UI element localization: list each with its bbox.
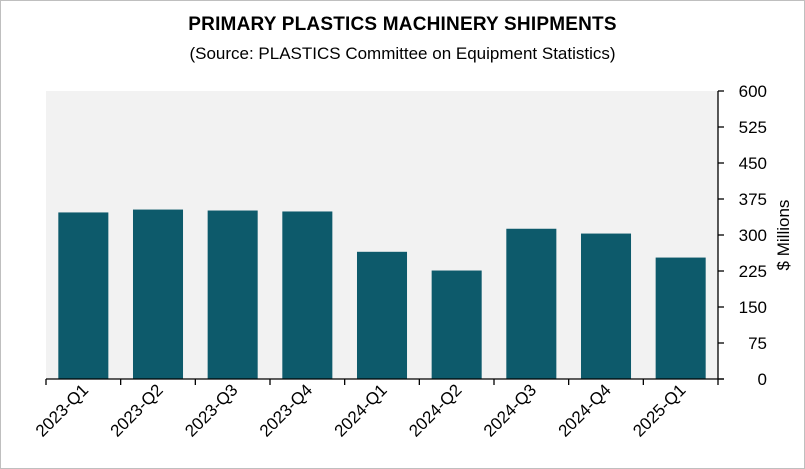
x-tick-label-2024-Q2: 2024-Q2 — [405, 380, 465, 440]
chart-subtitle: (Source: PLASTICS Committee on Equipment… — [189, 44, 616, 63]
x-tick-label-2024-Q3: 2024-Q3 — [480, 380, 540, 440]
y-tick-label-75: 75 — [748, 334, 767, 353]
chart-title: PRIMARY PLASTICS MACHINERY SHIPMENTS — [188, 14, 617, 35]
bar-2023-Q1 — [58, 212, 109, 379]
bar-series — [58, 209, 706, 379]
x-tick-label-2023-Q2: 2023-Q2 — [107, 380, 167, 440]
x-tick-labels: 2023-Q1 2023-Q2 2023-Q3 2023-Q4 2024-Q1 2024-… — [32, 380, 690, 440]
y-tick-label-525: 525 — [739, 118, 767, 137]
x-tick-label-2025-Q1: 2025-Q1 — [629, 380, 689, 440]
x-tick-label-2024-Q1: 2024-Q1 — [331, 380, 391, 440]
y-tick-label-225: 225 — [739, 262, 767, 281]
bar-2023-Q3 — [207, 210, 258, 379]
bar-2025-Q1 — [655, 257, 706, 379]
y-tick-label-300: 300 — [739, 226, 767, 245]
y-tick-label-450: 450 — [739, 154, 767, 173]
bar-2024-Q4 — [580, 233, 632, 379]
y-tick-labels: 0 75 150 225 300 375 450 525 600 — [739, 82, 767, 389]
bar-2023-Q4 — [282, 211, 333, 379]
y-tick-label-600: 600 — [739, 82, 767, 101]
x-tick-label-2024-Q4: 2024-Q4 — [555, 380, 615, 440]
axes — [45, 90, 724, 385]
bar-2024-Q2 — [431, 270, 482, 379]
bar-2023-Q2 — [132, 209, 184, 379]
bar-2024-Q3 — [506, 228, 557, 379]
x-tick-label-2023-Q4: 2023-Q4 — [256, 380, 316, 440]
bar-2024-Q1 — [356, 251, 408, 379]
x-tick-label-2023-Q1: 2023-Q1 — [32, 380, 92, 440]
y-axis-title: $ Millions — [774, 200, 793, 271]
y-tick-label-375: 375 — [739, 190, 767, 209]
y-tick-label-150: 150 — [739, 298, 767, 317]
x-tick-label-2023-Q3: 2023-Q3 — [181, 380, 241, 440]
y-tick-label-0: 0 — [758, 370, 767, 389]
